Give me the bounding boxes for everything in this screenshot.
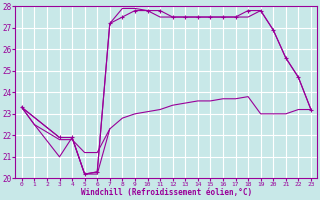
X-axis label: Windchill (Refroidissement éolien,°C): Windchill (Refroidissement éolien,°C) xyxy=(81,188,252,197)
